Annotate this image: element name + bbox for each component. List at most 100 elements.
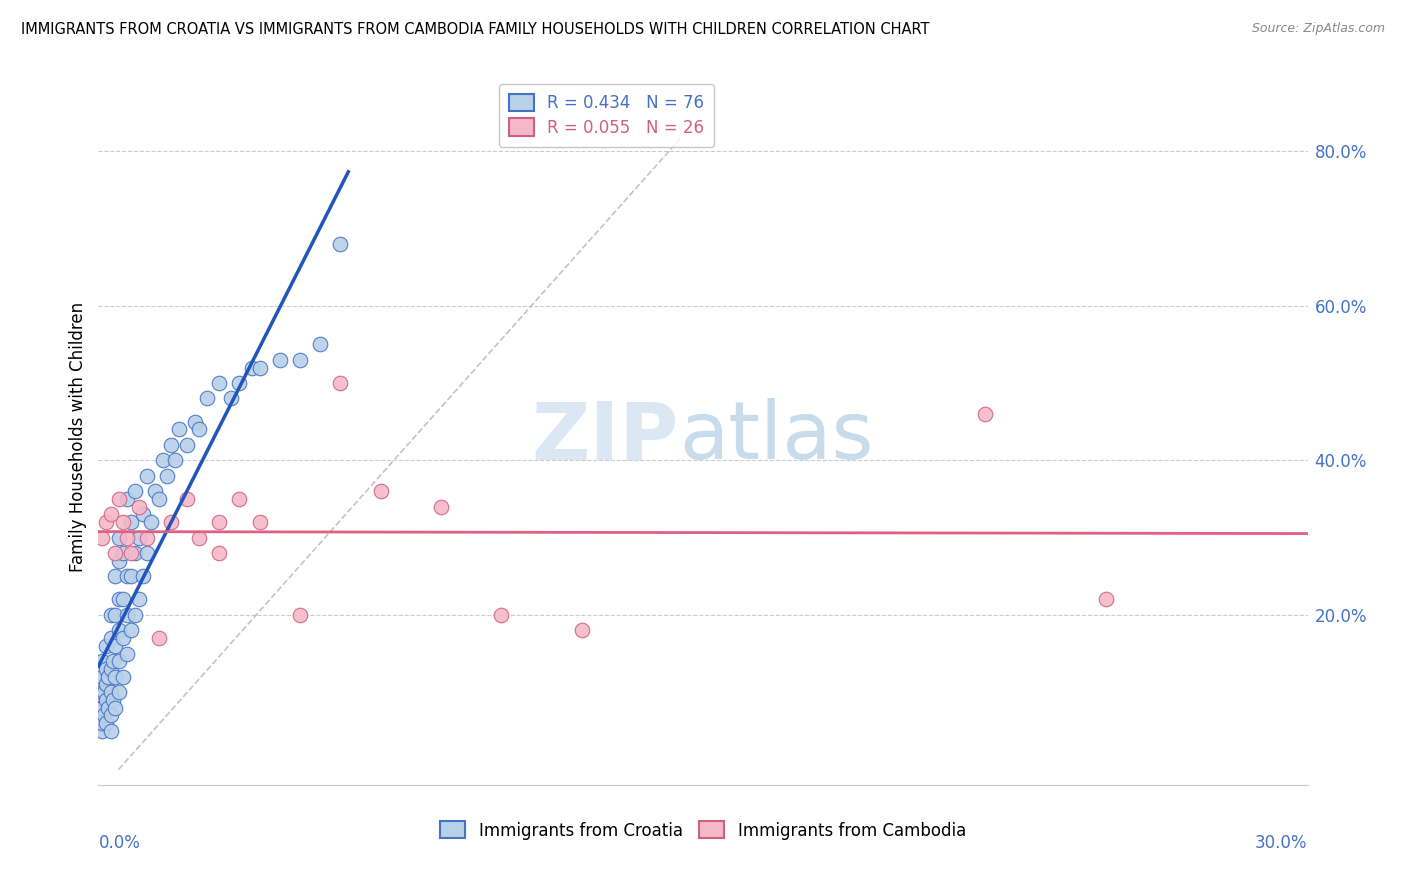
Point [111, 670, 134, 684]
Point [96, 677, 118, 691]
Point [115, 531, 138, 545]
Point [120, 515, 142, 529]
Point [107, 554, 129, 568]
Point [101, 654, 124, 668]
Point [100, 708, 122, 723]
Point [100, 662, 122, 676]
Point [103, 670, 125, 684]
Point [124, 546, 146, 560]
Point [135, 468, 157, 483]
Point [120, 569, 142, 583]
Point [288, 352, 311, 367]
Point [148, 631, 170, 645]
Point [124, 607, 146, 622]
Point [228, 491, 250, 506]
Point [184, 415, 207, 429]
Point [571, 624, 593, 638]
Point [120, 624, 142, 638]
Point [167, 422, 190, 436]
Text: 30.0%: 30.0% [1256, 834, 1308, 852]
Point [91, 654, 114, 668]
Point [1095, 592, 1118, 607]
Point [148, 491, 170, 506]
Point [120, 546, 142, 560]
Point [91, 723, 114, 738]
Point [107, 531, 129, 545]
Point [91, 716, 114, 731]
Point [91, 700, 114, 714]
Point [103, 546, 125, 560]
Point [103, 569, 125, 583]
Point [160, 438, 183, 452]
Point [132, 569, 155, 583]
Point [329, 376, 352, 390]
Point [100, 607, 122, 622]
Text: ZIP: ZIP [531, 398, 679, 476]
Point [124, 484, 146, 499]
Point [100, 508, 122, 522]
Point [93, 708, 115, 723]
Point [96, 693, 118, 707]
Point [107, 592, 129, 607]
Point [188, 531, 211, 545]
Point [100, 723, 122, 738]
Point [128, 500, 150, 514]
Point [103, 607, 125, 622]
Point [269, 352, 291, 367]
Y-axis label: Family Households with Children: Family Households with Children [69, 302, 87, 572]
Point [491, 607, 513, 622]
Point [176, 491, 198, 506]
Point [111, 631, 134, 645]
Legend: Immigrants from Croatia, Immigrants from Cambodia: Immigrants from Croatia, Immigrants from… [433, 814, 973, 847]
Point [208, 376, 231, 390]
Point [195, 392, 218, 406]
Point [188, 422, 211, 436]
Point [91, 670, 114, 684]
Point [107, 624, 129, 638]
Point [221, 392, 243, 406]
Point [89, 700, 111, 714]
Point [93, 685, 115, 699]
Point [111, 515, 134, 529]
Point [96, 662, 118, 676]
Point [115, 647, 138, 661]
Point [309, 337, 332, 351]
Point [249, 360, 271, 375]
Point [228, 376, 250, 390]
Point [103, 700, 125, 714]
Text: atlas: atlas [679, 398, 873, 476]
Point [152, 453, 174, 467]
Point [135, 546, 157, 560]
Point [329, 236, 352, 251]
Point [249, 515, 271, 529]
Point [115, 607, 138, 622]
Point [128, 531, 150, 545]
Point [96, 515, 118, 529]
Point [288, 607, 311, 622]
Point [103, 639, 125, 653]
Point [115, 491, 138, 506]
Point [100, 685, 122, 699]
Point [139, 515, 162, 529]
Point [132, 508, 155, 522]
Point [240, 360, 263, 375]
Point [115, 569, 138, 583]
Point [430, 500, 453, 514]
Point [107, 654, 129, 668]
Point [90, 685, 112, 699]
Point [107, 685, 129, 699]
Text: 0.0%: 0.0% [98, 834, 141, 852]
Text: Source: ZipAtlas.com: Source: ZipAtlas.com [1251, 22, 1385, 36]
Point [100, 631, 122, 645]
Point [111, 592, 134, 607]
Point [111, 546, 134, 560]
Point [97, 700, 120, 714]
Point [96, 716, 118, 731]
Point [91, 531, 114, 545]
Point [96, 639, 118, 653]
Point [97, 670, 120, 684]
Point [208, 546, 231, 560]
Point [163, 453, 186, 467]
Point [208, 515, 231, 529]
Point [370, 484, 392, 499]
